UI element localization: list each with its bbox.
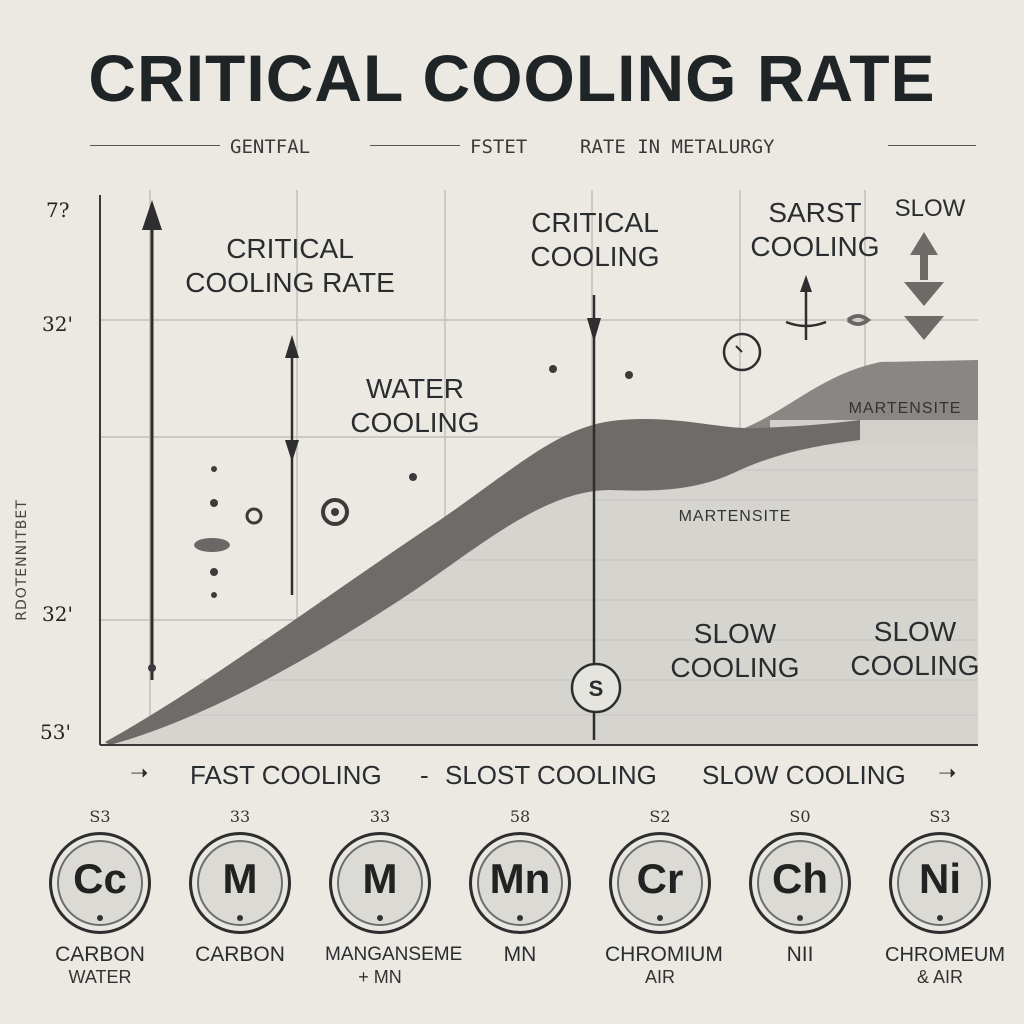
element-number: S0 xyxy=(789,807,811,826)
label-critical-cooling-rate: CRITICAL COOLING RATE xyxy=(185,233,395,298)
element-card: S2 Cr CHROMIUM AIR xyxy=(605,806,723,988)
element-symbol: Cr xyxy=(636,855,684,902)
element-sub: + MN xyxy=(358,967,402,987)
label-sarst-cooling: SARST COOLING xyxy=(750,197,880,262)
title-rule-mid xyxy=(370,145,460,146)
element-card: 33 M MANGANSEME + MN xyxy=(325,806,463,988)
page-title: CRITICAL COOLING RATE xyxy=(88,41,936,115)
title-rule-left xyxy=(90,145,220,146)
element-number: 58 xyxy=(509,807,531,826)
arrow-right-icon: ➝ xyxy=(130,760,149,785)
fill-area xyxy=(105,400,978,745)
decorative-dots xyxy=(148,314,872,672)
element-circle: M xyxy=(189,832,291,934)
element-card: 33 M CARBON xyxy=(185,806,295,966)
element-dot xyxy=(517,915,523,921)
element-circle: M xyxy=(329,832,431,934)
element-name: CARBON xyxy=(195,943,285,966)
element-name: CARBON xyxy=(55,943,145,966)
branch-arrow-icon xyxy=(785,275,827,340)
element-number: S3 xyxy=(89,807,111,826)
element-card: 58 Mn MN xyxy=(465,806,575,966)
element-number: S3 xyxy=(929,807,951,826)
element-dot xyxy=(657,915,663,921)
element-circle: Cc xyxy=(49,832,151,934)
label-martensite-lower: MARTENSITE xyxy=(678,508,792,525)
element-number: S2 xyxy=(649,807,671,826)
bottom-axis: ➝ FAST COOLING - SLOST COOLING SLOW COOL… xyxy=(120,760,1000,794)
y-tick-label: 53' xyxy=(40,720,71,744)
element-circle: Mn xyxy=(469,832,571,934)
element-number: 33 xyxy=(229,807,251,826)
element-name: MN xyxy=(503,943,537,966)
cooling-curve-band xyxy=(105,418,860,745)
clock-icon xyxy=(722,332,762,372)
arrow-up-icon xyxy=(142,200,162,680)
double-arrow-icon xyxy=(285,335,299,595)
double-arrow-slow-icon xyxy=(904,232,944,340)
bottom-label-dash: - xyxy=(420,760,429,790)
elements-row: S3 Cc CARBON WATER 33 M CARBON 33 M MANG… xyxy=(0,806,1024,1016)
element-card: S3 Ni CHROMEUM & AIR xyxy=(885,806,1005,988)
element-name: NII xyxy=(786,943,814,966)
element-sub: & AIR xyxy=(916,967,964,987)
element-name: CHROMEUM xyxy=(885,944,1005,966)
element-symbol: Mn xyxy=(489,855,551,902)
element-dot xyxy=(797,915,803,921)
marker-symbol: S xyxy=(588,676,604,701)
element-symbol: Ch xyxy=(772,855,828,902)
label-critical-cooling: CRITICAL COOLING xyxy=(530,207,660,272)
element-symbol: Cc xyxy=(73,855,127,902)
bottom-label-slow: SLOW COOLING xyxy=(702,760,906,790)
element-circle: Cr xyxy=(609,832,711,934)
element-name: CHROMIUM xyxy=(605,943,723,966)
element-dot xyxy=(377,915,383,921)
bottom-label-slost: SLOST COOLING xyxy=(445,760,657,790)
y-tick-label: 32' xyxy=(42,312,73,336)
y-tick-label: 32' xyxy=(42,602,73,626)
subtitle-part3: RATE IN METALURGY xyxy=(580,136,775,158)
subtitle-part2: FSTET xyxy=(470,136,528,158)
element-circle: Ch xyxy=(749,832,851,934)
element-card: S3 Cc CARBON WATER xyxy=(45,806,155,988)
y-tick-label: 7? xyxy=(46,198,70,222)
element-dot xyxy=(937,915,943,921)
element-symbol: Ni xyxy=(919,855,961,902)
element-card: S0 Ch NII xyxy=(745,806,855,966)
label-martensite-upper: MARTENSITE xyxy=(848,400,962,417)
upper-band xyxy=(740,360,978,431)
label-slow-cooling-2: SLOW COOLING xyxy=(850,616,980,681)
label-water-cooling: WATER COOLING xyxy=(350,373,480,438)
element-circle: Ni xyxy=(889,832,991,934)
circle-marker-icon xyxy=(570,662,622,714)
element-sub: AIR xyxy=(644,967,675,987)
title-rule-right xyxy=(888,145,976,146)
label-slow-cooling-1: SLOW COOLING xyxy=(670,618,800,683)
subtitle-part1: GENTFAL xyxy=(230,136,311,158)
element-dot xyxy=(97,915,103,921)
bottom-label-fast: FAST COOLING xyxy=(190,760,382,790)
label-slow-top: SLOW xyxy=(894,195,966,222)
element-symbol: M xyxy=(362,855,398,902)
element-symbol: M xyxy=(222,855,258,902)
element-dot xyxy=(237,915,243,921)
arrow-right-icon: ➝ xyxy=(938,760,957,785)
element-number: 33 xyxy=(369,807,391,826)
element-sub: WATER xyxy=(68,967,132,987)
element-name: MANGANSEME xyxy=(325,944,463,965)
